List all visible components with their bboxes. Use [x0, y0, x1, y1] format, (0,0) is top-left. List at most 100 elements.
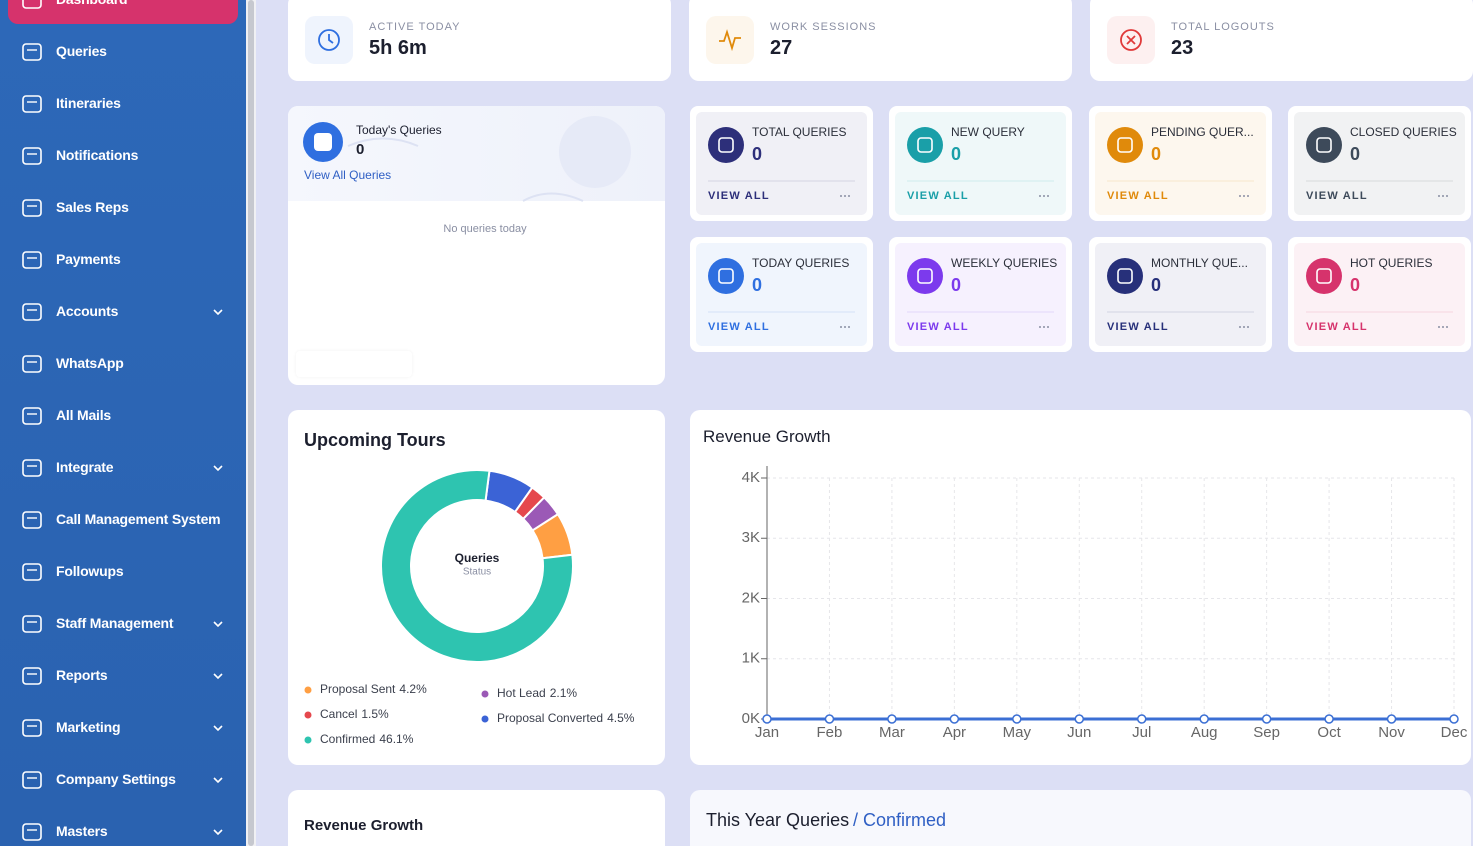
graphic — [22, 303, 42, 321]
x-tick-label: Oct — [1317, 724, 1341, 741]
graphic — [22, 719, 42, 737]
nav-item[interactable]: Accounts — [8, 288, 238, 336]
view-all[interactable]: VIEW ALL — [1107, 190, 1169, 202]
nav-icon — [22, 407, 42, 425]
query-card: PENDING QUER... 0 VIEW ALL — [1089, 106, 1272, 221]
nav-item[interactable]: Itineraries — [8, 80, 238, 128]
graphic — [708, 258, 855, 328]
year-queries-card: This Year Queries / Confirmed — [690, 790, 1471, 846]
more-dot — [1243, 326, 1245, 328]
scrollbar — [246, 0, 256, 846]
upcoming-tours-card: Upcoming Tours Queries Status Proposal Conv… — [288, 410, 665, 765]
todays-title: Today's Queries — [356, 123, 442, 137]
view-all[interactable]: VIEW ALL — [1306, 190, 1368, 202]
legend-value: 4.2% — [399, 682, 427, 696]
icon-shape — [328, 34, 334, 44]
revenue-card-2: Revenue Growth — [288, 790, 665, 846]
graphic: Jan Feb Mar Apr May Jun Jul Aug Sep Oct Nov Dec 0K 1K… — [742, 466, 1468, 741]
nav-label: Reports — [56, 667, 108, 683]
more-dot — [1243, 195, 1245, 197]
nav-item[interactable]: Followups — [8, 548, 238, 596]
graphic — [22, 199, 42, 217]
view-all[interactable]: VIEW ALL — [708, 190, 770, 202]
stat-value: 27 — [770, 37, 793, 59]
graphic — [22, 95, 42, 113]
x-tick-label: Dec — [1441, 724, 1468, 741]
placeholder — [296, 351, 412, 377]
query-icon — [1306, 258, 1342, 294]
legend-dot — [481, 690, 489, 698]
query-count: 0 — [1350, 144, 1361, 164]
graphic — [22, 43, 42, 61]
nav-item[interactable]: Staff Management — [8, 600, 238, 648]
graphic — [22, 147, 42, 165]
icon-shape — [1126, 35, 1136, 45]
nav-item[interactable]: Masters — [8, 808, 238, 846]
scrollbar-thumb[interactable] — [248, 0, 254, 846]
x-tick-label: Apr — [943, 724, 966, 741]
graphic — [213, 309, 223, 316]
view-all[interactable]: VIEW ALL — [1107, 321, 1169, 333]
more-dot — [1043, 326, 1045, 328]
nav-item[interactable]: Marketing — [8, 704, 238, 752]
graphic — [22, 771, 42, 789]
nav-item[interactable]: Integrate — [8, 444, 238, 492]
query-card-inner: NEW QUERY 0 VIEW ALL — [895, 112, 1066, 215]
legend-name: Proposal Sent — [320, 682, 396, 696]
nav-icon — [22, 563, 42, 581]
stat-label: TOTAL LOGOUTS — [1171, 21, 1275, 33]
nav-item[interactable]: Dashboard — [8, 0, 238, 24]
query-label: TODAY QUERIES — [752, 256, 850, 270]
view-all[interactable]: VIEW ALL — [907, 321, 969, 333]
nav-label: Call Management System — [56, 511, 221, 527]
view-all[interactable]: VIEW ALL — [907, 190, 969, 202]
nav-item[interactable]: Reports — [8, 652, 238, 700]
empty-text: No queries today — [443, 223, 527, 235]
revenue-card: Revenue Growth Jan Feb Mar Apr May Jun Jul Aug Se… — [690, 410, 1471, 765]
nav-item[interactable]: WhatsApp — [8, 340, 238, 388]
view-all[interactable]: VIEW ALL — [1306, 321, 1368, 333]
nav-label: Integrate — [56, 459, 114, 475]
icon-shape — [1120, 29, 1142, 51]
nav-item[interactable]: Payments — [8, 236, 238, 284]
query-card-inner: WEEKLY QUERIES 0 VIEW ALL — [895, 243, 1066, 346]
decoration — [522, 192, 584, 202]
nav-item[interactable]: Sales Reps — [8, 184, 238, 232]
graphic — [1306, 258, 1453, 328]
nav-item[interactable]: Queries — [8, 28, 238, 76]
legend-name: Hot Lead — [497, 686, 546, 700]
line-point — [824, 714, 835, 724]
line-point — [1449, 714, 1459, 724]
icon-shape — [719, 29, 741, 52]
more-dot — [844, 326, 846, 328]
query-label: WEEKLY QUERIES — [951, 256, 1058, 270]
graphic — [22, 823, 42, 841]
nav-icon — [22, 95, 42, 113]
nav-item[interactable]: Company Settings — [8, 756, 238, 804]
card-title: This Year Queries — [706, 810, 850, 830]
view-all[interactable]: VIEW ALL — [708, 321, 770, 333]
nav-item[interactable]: All Mails — [8, 392, 238, 440]
nav-item[interactable]: Notifications — [8, 132, 238, 180]
nav-icon — [22, 667, 42, 685]
query-icon — [708, 258, 744, 294]
graphic: Queries Status Proposal Converted 4.5% Cance… — [304, 469, 635, 746]
stat-card: WORK SESSIONS 27 — [689, 0, 1072, 81]
more-dot — [1446, 195, 1448, 197]
graphic — [22, 511, 42, 529]
nav-item[interactable]: Call Management System — [8, 496, 238, 544]
stat-icon — [305, 16, 353, 64]
legend-dot — [481, 715, 489, 723]
query-count: 0 — [752, 144, 763, 164]
nav-icon — [22, 615, 42, 633]
legend-value: 1.5% — [361, 707, 389, 721]
query-count: 0 — [1151, 144, 1162, 164]
card-title: Revenue Growth — [304, 817, 424, 834]
legend-value: 2.1% — [550, 686, 578, 700]
chart-title: Revenue Growth — [703, 427, 831, 446]
todays-count: 0 — [356, 141, 365, 158]
nav-icon — [22, 43, 42, 61]
more-dot — [840, 326, 842, 328]
view-all-link[interactable]: View All Queries — [304, 168, 392, 182]
